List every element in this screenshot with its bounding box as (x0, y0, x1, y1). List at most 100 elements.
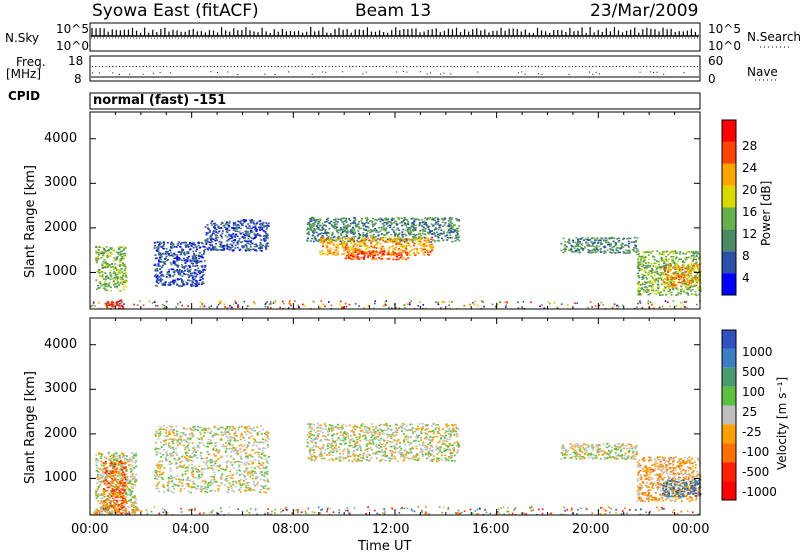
power-cbar-tick-16: 16 (742, 205, 758, 219)
power-ground-104 (434, 301, 437, 303)
power-ground-220 (181, 304, 183, 307)
power-cell-8-302 (683, 273, 686, 275)
velocity-cell-0-43 (131, 465, 134, 467)
power-cell-4-290 (347, 224, 350, 227)
velocity-cell-0-212 (129, 489, 132, 491)
velocity-cell-0-63 (130, 493, 133, 495)
power-cell-0-127 (116, 282, 119, 284)
power-cell-4-572 (399, 238, 402, 241)
power-ground-95 (269, 301, 272, 303)
power-cell-0-119 (103, 252, 106, 255)
power-cell-4-154 (412, 224, 415, 226)
velocity-cell-0-416 (129, 501, 132, 503)
power-cell-0-215 (121, 250, 123, 253)
power-cell-8-123 (662, 273, 665, 275)
power-cell-2-7 (180, 271, 183, 273)
power-cell-4-394 (311, 226, 314, 229)
power-ground-196 (506, 301, 508, 303)
power-cell-3-290 (219, 243, 222, 246)
power-cell-4-494 (308, 222, 311, 224)
velocity-cell-0-467 (128, 490, 131, 492)
power-cell-2-174 (176, 269, 179, 271)
power-ground-139 (218, 301, 220, 303)
power-cell-4-509 (386, 232, 389, 235)
power-cell-4-387 (307, 237, 310, 240)
power-cell-4-677 (350, 230, 352, 232)
power-cell-0-202 (116, 278, 119, 280)
power-ground-197 (157, 305, 159, 307)
freq-dot-104 (443, 66, 445, 67)
velocity-cell-0-394 (135, 454, 138, 456)
power-cell-8-41 (647, 293, 650, 296)
power-cell-3-236 (234, 227, 237, 229)
velocity-cell-1-58 (106, 498, 109, 501)
power-cell-7-18 (565, 248, 567, 251)
velocity-cell-1-175 (114, 477, 116, 480)
power-cell-9-119 (692, 278, 695, 280)
velocity-cell-0-151 (101, 501, 104, 504)
power-cell-8-547 (660, 272, 663, 274)
power-cell-5-37 (405, 245, 408, 247)
power-cell-3-111 (259, 225, 262, 227)
power-ground-17 (312, 300, 315, 303)
power-cell-0-31 (119, 290, 122, 292)
power-cell-2-283 (154, 254, 157, 256)
power-ground-177 (246, 305, 249, 307)
power-cell-9-92 (669, 276, 672, 278)
power-ground-20 (547, 301, 550, 304)
power-cell-5-314 (361, 237, 364, 239)
power-cell-3-265 (214, 228, 217, 230)
power-cell-8-508 (691, 260, 694, 262)
power-cell-2-338 (187, 270, 190, 272)
power-cell-7-27 (589, 238, 592, 241)
power-cell-8-512 (662, 252, 665, 254)
velocity-cell-3-90 (211, 436, 214, 438)
velocity-cell-1-76 (119, 504, 121, 507)
power-ground-224 (328, 301, 330, 303)
velocity-cell-1-188 (118, 489, 121, 492)
power-cell-8-520 (695, 250, 697, 253)
power-cell-8-376 (678, 258, 681, 260)
power-ground-253 (164, 305, 167, 308)
power-cell-0-58 (105, 289, 108, 292)
power-cell-2-440 (191, 277, 194, 279)
power-ground-208 (142, 304, 145, 306)
power-ground-63 (388, 306, 390, 309)
power-cell-7-60 (593, 245, 596, 248)
xtick-1200: 12:00 (372, 522, 410, 537)
power-cell-0-160 (119, 282, 122, 284)
power-cell-4-618 (311, 216, 314, 219)
power-cell-7-174 (570, 244, 573, 247)
cpid-strip-frame (89, 92, 701, 110)
nave-dot-132 (538, 73, 540, 75)
power-cell-7-134 (620, 245, 623, 247)
power-cell-4-699 (312, 225, 314, 227)
power-cell-4-319 (449, 224, 452, 226)
power-cell-6-95 (395, 253, 398, 255)
freq-dot-172 (673, 66, 675, 67)
power-cell-3-82 (261, 247, 264, 249)
power-ground-206 (658, 306, 661, 309)
power-cell-0-228 (101, 246, 104, 249)
power-ground-88 (669, 305, 671, 308)
power-cell-5-104 (361, 245, 364, 247)
power-cell-2-247 (173, 257, 176, 260)
power-cell-4-367 (342, 230, 345, 233)
power-cell-3-382 (213, 226, 215, 228)
power-cell-5-310 (343, 252, 346, 255)
freq-dot-27 (183, 66, 185, 67)
power-cell-0-22 (107, 255, 110, 257)
power-cell-4-247 (351, 238, 354, 240)
power-cell-7-173 (576, 238, 579, 241)
power-cell-4-741 (447, 237, 450, 239)
power-cell-3-393 (244, 230, 247, 233)
power-cell-4-177 (387, 221, 390, 223)
velocity-cell-0-102 (97, 500, 99, 502)
power-cell-4-488 (363, 224, 366, 227)
velocity-cell-3-44 (237, 426, 240, 429)
power-cell-2-342 (193, 278, 196, 280)
velocity-cell-0-106 (133, 506, 136, 509)
power-cell-3-279 (206, 224, 209, 226)
power-cell-4-548 (310, 220, 313, 222)
power-cell-9-45 (691, 276, 694, 279)
